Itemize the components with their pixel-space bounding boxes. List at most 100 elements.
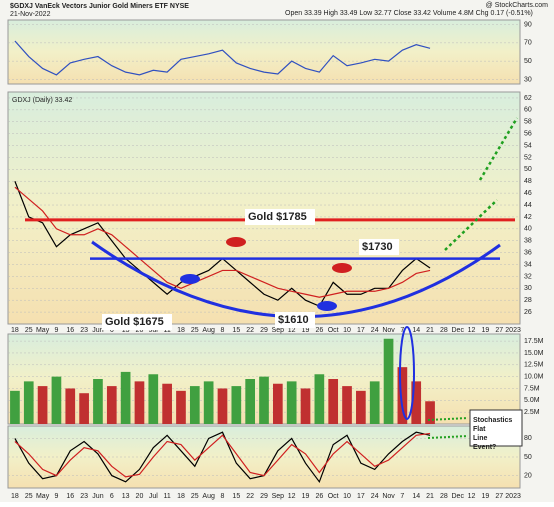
x-tick-label: Nov bbox=[382, 493, 395, 500]
annotation: $1610 bbox=[278, 314, 309, 326]
x-tick-label: 22 bbox=[246, 493, 254, 500]
x-tick-label: 19 bbox=[302, 327, 310, 334]
volume-bar bbox=[79, 393, 89, 424]
y-tick-label: 26 bbox=[524, 309, 532, 316]
x-tick-label: 26 bbox=[315, 327, 323, 334]
volume-bar bbox=[23, 381, 34, 424]
volume-bar bbox=[272, 383, 283, 424]
y-tick-label: 54 bbox=[524, 142, 532, 149]
x-tick-label: 14 bbox=[412, 493, 420, 500]
y-tick-label: 56 bbox=[524, 130, 532, 137]
y-tick-label: 17.5M bbox=[524, 338, 544, 345]
volume-bar bbox=[314, 374, 325, 424]
x-tick-label: Oct bbox=[328, 493, 339, 500]
y-tick-label: 90 bbox=[524, 21, 532, 28]
y-tick-label: 46 bbox=[524, 190, 532, 197]
arrow bbox=[427, 417, 469, 421]
volume-bar bbox=[342, 386, 352, 424]
label-box bbox=[102, 314, 172, 330]
x-tick-label: Sep bbox=[272, 493, 285, 500]
x-tick-label: 23 bbox=[80, 327, 88, 334]
volume-bar bbox=[189, 386, 200, 424]
volume-bar bbox=[369, 381, 380, 424]
series-line bbox=[14, 432, 431, 478]
marker bbox=[317, 301, 337, 311]
label-box bbox=[469, 409, 523, 447]
x-tick-label: 6 bbox=[110, 327, 114, 334]
y-tick-label: 50 bbox=[524, 454, 532, 461]
x-tick-label: 2023 bbox=[505, 327, 521, 334]
y-tick-label: 58 bbox=[524, 119, 532, 126]
y-tick-label: 38 bbox=[524, 238, 532, 245]
y-tick-label: 50 bbox=[524, 58, 532, 65]
x-tick-label: 13 bbox=[122, 493, 130, 500]
y-tick-label: 30 bbox=[524, 285, 532, 292]
x-tick-label: May bbox=[36, 327, 50, 334]
annotation: Gold $1785 bbox=[248, 211, 307, 223]
x-tick-label: 17 bbox=[357, 327, 365, 334]
volume-bar bbox=[231, 386, 242, 424]
x-tick-label: 10 bbox=[343, 327, 351, 334]
series-line bbox=[14, 186, 431, 298]
y-tick-label: 12.5M bbox=[524, 362, 544, 369]
x-tick-label: Jun bbox=[92, 327, 103, 334]
x-tick-label: 19 bbox=[482, 493, 490, 500]
volume-bar bbox=[425, 401, 435, 424]
y-tick-label: 36 bbox=[524, 249, 532, 256]
volume-bar bbox=[397, 367, 408, 424]
symbol: $GDXJ VanEck Vectors Junior Gold Miners … bbox=[10, 3, 189, 10]
volume-bar bbox=[120, 371, 131, 424]
volume-bar bbox=[134, 381, 145, 424]
x-tick-label: 19 bbox=[302, 493, 310, 500]
x-tick-label: 25 bbox=[25, 327, 33, 334]
volume-bar bbox=[176, 390, 186, 424]
x-tick-label: 19 bbox=[482, 327, 490, 334]
y-tick-label: 34 bbox=[524, 261, 532, 268]
x-tick-label: 7 bbox=[400, 493, 404, 500]
x-tick-label: Jul bbox=[149, 493, 158, 500]
price-panel bbox=[7, 91, 521, 325]
x-tick-label: 25 bbox=[25, 493, 33, 500]
volume-bar bbox=[65, 388, 76, 424]
x-tick-label: 18 bbox=[177, 493, 185, 500]
marker bbox=[332, 263, 352, 273]
x-tick-label: 29 bbox=[260, 493, 268, 500]
x-tick-label: 17 bbox=[357, 493, 365, 500]
volume-bar bbox=[217, 388, 228, 424]
x-tick-label: 11 bbox=[163, 493, 170, 500]
y-tick-label: 62 bbox=[524, 95, 532, 102]
x-tick-label: 27 bbox=[495, 327, 503, 334]
volume-bar bbox=[51, 376, 62, 424]
x-tick-label: 27 bbox=[495, 493, 503, 500]
volume-bar bbox=[37, 386, 48, 424]
x-tick-label: Sep bbox=[272, 327, 285, 334]
y-tick-label: 30 bbox=[524, 76, 532, 83]
x-tick-label: 18 bbox=[11, 493, 19, 500]
x-tick-label: Dec bbox=[452, 493, 465, 500]
highlight bbox=[399, 326, 415, 420]
label-box bbox=[275, 312, 315, 328]
x-tick-label: 10 bbox=[343, 493, 351, 500]
x-tick-label: 12 bbox=[468, 493, 476, 500]
y-tick-label: 7.5M bbox=[524, 385, 540, 392]
volume-bar bbox=[93, 379, 103, 424]
x-tick-label: 15 bbox=[232, 493, 240, 500]
volume-bar bbox=[203, 381, 214, 424]
x-tick-label: Jul bbox=[149, 327, 158, 334]
volume-bar bbox=[383, 338, 394, 424]
volume-bar bbox=[286, 381, 297, 424]
x-tick-label: 8 bbox=[221, 493, 225, 500]
volume-bar bbox=[356, 390, 366, 424]
x-tick-label: 20 bbox=[136, 493, 144, 500]
label-box bbox=[359, 239, 399, 255]
x-tick-label: 9 bbox=[54, 327, 58, 334]
y-tick-label: 48 bbox=[524, 178, 532, 185]
annotation: Stochastics Flat Line Event? bbox=[473, 417, 514, 451]
y-tick-label: 80 bbox=[524, 435, 532, 442]
x-tick-label: 15 bbox=[232, 327, 240, 334]
volume-bar bbox=[328, 379, 339, 424]
marker bbox=[226, 237, 246, 247]
volume-bar bbox=[162, 383, 172, 424]
x-tick-label: Jun bbox=[92, 493, 103, 500]
